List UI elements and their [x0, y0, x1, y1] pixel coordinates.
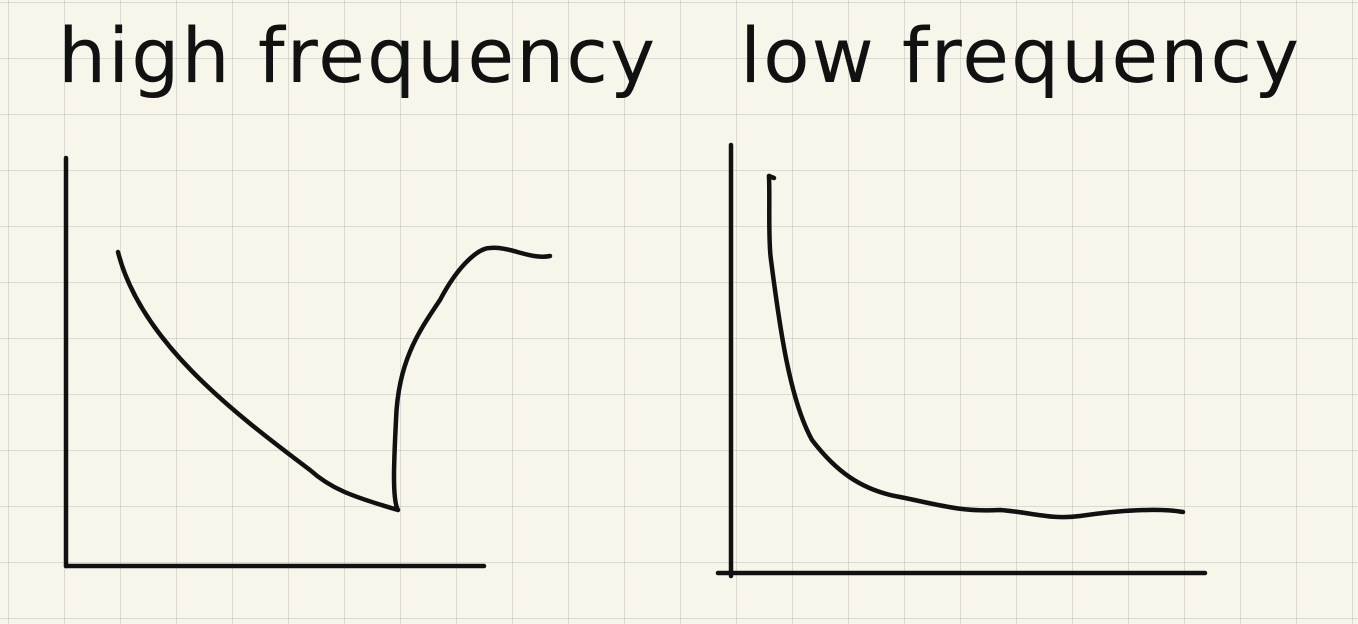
right-curve-start-tick: [766, 173, 777, 181]
high-frequency-plot: [63, 155, 553, 569]
low-frequency-title: low frequency: [740, 11, 1302, 100]
high-frequency-title: high frequency: [58, 11, 658, 100]
low-frequency-plot: [715, 142, 1208, 579]
left-curve: [115, 245, 553, 513]
right-curve: [766, 173, 1186, 520]
